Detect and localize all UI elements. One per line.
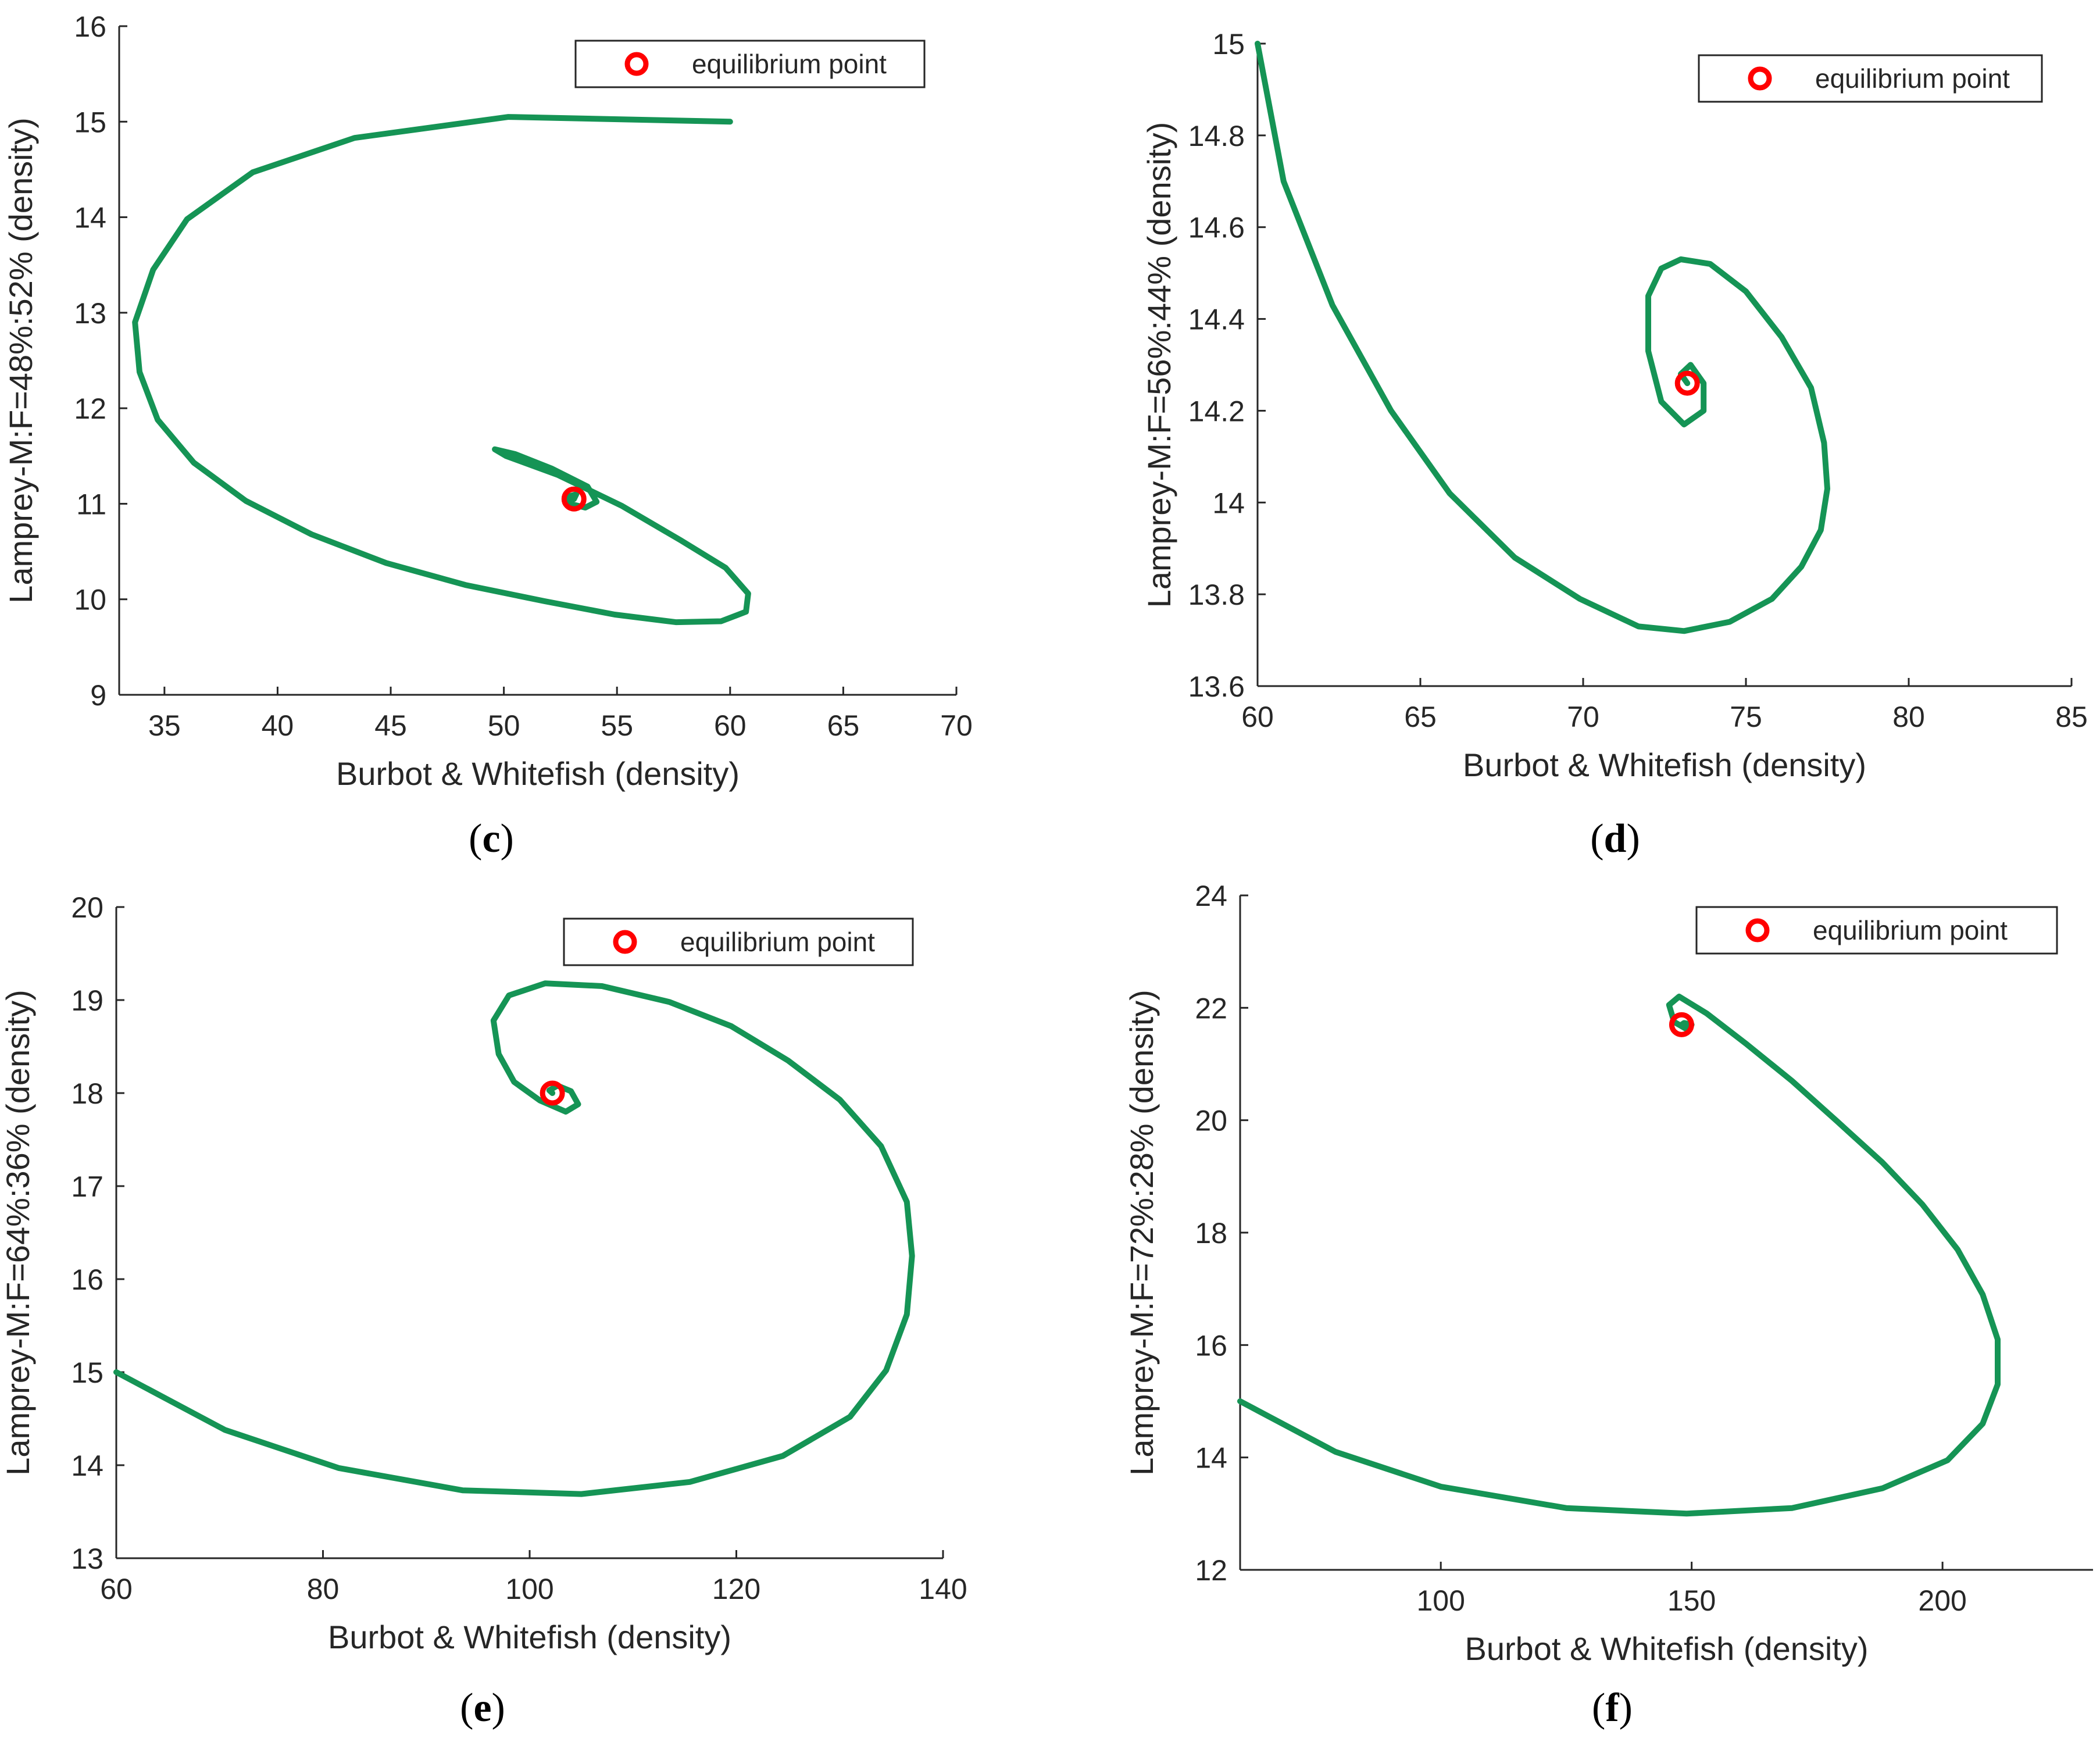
y-tick-label: 18 — [71, 1077, 103, 1110]
legend-box — [1695, 906, 2058, 955]
x-tick-label: 85 — [2055, 701, 2088, 733]
panel-f: 100 150 200 12 14 16 18 20 22 24 Burbot & Whitefis… — [1123, 880, 2093, 1730]
x-tick-label: 70 — [940, 709, 973, 742]
y-tick-label: 16 — [71, 1263, 103, 1296]
y-tick-label: 24 — [1195, 880, 1227, 912]
x-tick-label: 45 — [374, 709, 407, 742]
x-tick-label: 80 — [307, 1573, 340, 1605]
y-tick-label: 14.2 — [1188, 395, 1245, 427]
x-tick-label: 100 — [1416, 1584, 1465, 1617]
legend-box — [563, 917, 914, 966]
y-tick-label: 14.8 — [1188, 120, 1245, 152]
y-tick-label: 9 — [90, 679, 106, 712]
y-axis-title: Lamprey-M:F=72%:28% (density) — [1123, 990, 1160, 1476]
y-tick-label: 14 — [74, 202, 106, 234]
x-tick-label: 120 — [712, 1573, 760, 1605]
x-axis-title: Burbot & Whitefish (density) — [336, 755, 740, 792]
x-tick-label: 55 — [601, 709, 633, 742]
x-tick-label: 140 — [919, 1573, 967, 1605]
y-tick-label: 11 — [76, 488, 106, 520]
y-tick-label: 18 — [1195, 1217, 1227, 1249]
y-tick-label: 14.6 — [1188, 212, 1245, 244]
trajectory-line — [132, 114, 751, 626]
legend-label: equilibrium point — [692, 49, 887, 79]
panel-d: 60 65 70 75 80 85 13.6 13.8 14 14.2 14.4 14.6 14.8 15… — [1141, 28, 2088, 861]
legend-marker-icon — [624, 52, 649, 76]
y-tick-label: 22 — [1195, 992, 1227, 1024]
y-tick-label: 10 — [74, 584, 106, 616]
panel-label: (c) — [469, 816, 514, 861]
y-tick-label: 13.8 — [1188, 579, 1245, 611]
y-tick-label: 12 — [74, 392, 106, 425]
y-tick-label: 20 — [71, 891, 103, 924]
x-tick-label: 65 — [1404, 701, 1437, 733]
x-tick-label: 70 — [1567, 701, 1599, 733]
legend-label: equilibrium point — [1813, 915, 2008, 945]
legend: equilibrium point — [1698, 54, 2043, 103]
y-tick-label: 15 — [74, 106, 106, 138]
y-tick-label: 17 — [71, 1170, 103, 1203]
y-axis-title: Lamprey-M:F=56%:44% (density) — [1141, 122, 1177, 608]
y-tick-label: 14 — [71, 1449, 103, 1482]
trajectory-line — [1255, 41, 1830, 634]
y-tick-label: 13 — [74, 297, 106, 330]
panel-label: (f) — [1592, 1686, 1633, 1730]
panel-label: (d) — [1590, 816, 1640, 861]
x-tick-label: 50 — [488, 709, 520, 742]
legend-box — [574, 40, 926, 88]
legend: equilibrium point — [563, 917, 914, 966]
y-tick-label: 13 — [71, 1543, 103, 1575]
x-tick-label: 60 — [100, 1573, 133, 1605]
y-tick-label: 16 — [1195, 1329, 1227, 1362]
legend-marker-icon — [613, 930, 637, 954]
equilibrium-marker — [1669, 1012, 1694, 1037]
panel-e: 60 80 100 120 140 13 14 15 16 17 18 19 20 Burbot & Wh… — [0, 891, 967, 1730]
y-axis-title: Lamprey-M:F=64%:36% (density) — [0, 990, 36, 1476]
legend-marker-icon — [1748, 66, 1772, 91]
y-tick-label: 19 — [71, 984, 103, 1017]
y-tick-label: 14.4 — [1188, 304, 1245, 336]
x-tick-label: 60 — [1241, 701, 1274, 733]
y-tick-label: 14 — [1212, 487, 1245, 519]
legend-label: equilibrium point — [680, 927, 875, 957]
equilibrium-marker — [540, 1080, 565, 1106]
panel-label: (e) — [460, 1686, 505, 1730]
y-axis-title: Lamprey-M:F=48%:52% (density) — [2, 117, 39, 604]
y-tick-label: 16 — [74, 10, 106, 43]
x-tick-label: 150 — [1667, 1584, 1716, 1617]
x-tick-label: 35 — [148, 709, 181, 742]
y-tick-label: 13.6 — [1188, 670, 1245, 703]
trajectory-line — [113, 980, 915, 1497]
x-tick-label: 80 — [1892, 701, 1925, 733]
legend-marker-icon — [1745, 918, 1770, 942]
x-axis-title: Burbot & Whitefish (density) — [328, 1619, 731, 1655]
legend-label: equilibrium point — [1815, 63, 2010, 94]
equilibrium-marker — [561, 486, 587, 512]
x-tick-label: 60 — [714, 709, 747, 742]
x-axis-title: Burbot & Whitefish (density) — [1463, 747, 1866, 783]
y-tick-label: 14 — [1195, 1442, 1227, 1474]
equilibrium-marker — [1674, 370, 1700, 396]
y-tick-label: 12 — [1195, 1554, 1227, 1587]
y-tick-label: 15 — [1212, 28, 1245, 60]
y-tick-label: 20 — [1195, 1105, 1227, 1137]
legend-box — [1698, 54, 2043, 103]
legend: equilibrium point — [1695, 906, 2058, 955]
x-tick-label: 75 — [1730, 701, 1762, 733]
x-tick-label: 40 — [262, 709, 294, 742]
x-axis-title: Burbot & Whitefish (density) — [1465, 1630, 1868, 1667]
panel-c: 35 40 45 50 55 60 65 70 9 10 11 12 13 14 15 16 Burbot & … — [2, 10, 973, 861]
legend: equilibrium point — [574, 40, 926, 88]
x-tick-label: 200 — [1918, 1584, 1966, 1617]
trajectory-line — [1237, 994, 2001, 1517]
x-tick-label: 100 — [505, 1573, 553, 1605]
x-tick-label: 65 — [827, 709, 860, 742]
y-tick-label: 15 — [71, 1356, 103, 1389]
